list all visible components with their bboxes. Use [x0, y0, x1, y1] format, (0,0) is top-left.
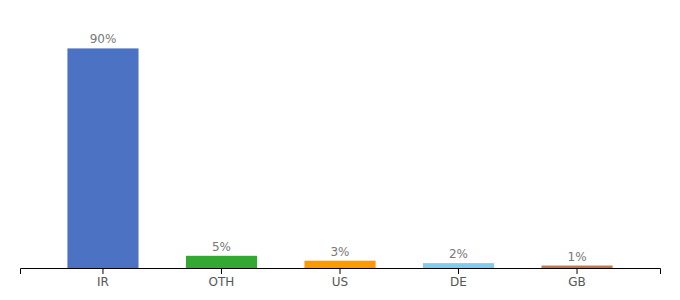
x-tick-mark [102, 268, 103, 274]
x-tick-mark [458, 268, 459, 274]
x-tick-mark [340, 268, 341, 274]
bar [186, 256, 257, 268]
data-label: 90% [90, 32, 117, 46]
x-axis-line [21, 269, 661, 275]
bar [423, 263, 494, 268]
x-tick: US [332, 268, 348, 289]
bar [304, 261, 375, 268]
x-tick: OTH [209, 268, 235, 289]
data-label: 5% [212, 240, 231, 254]
x-tick-mark [221, 268, 222, 274]
x-tick-label: OTH [209, 275, 235, 289]
bar [541, 266, 612, 268]
data-label: 1% [568, 250, 587, 264]
data-label: 2% [449, 247, 468, 261]
x-tick-mark [577, 268, 578, 274]
x-tick-label: IR [97, 275, 109, 289]
x-tick-label: GB [568, 275, 586, 289]
bar [67, 48, 138, 268]
x-tick: DE [450, 268, 467, 289]
x-tick-label: DE [450, 275, 467, 289]
data-label: 3% [330, 245, 349, 259]
chart-svg: IR OTH US DE GB 90% 5% 3% 2% 1% [0, 0, 680, 300]
x-tick-label: US [332, 275, 348, 289]
chart-container: IR OTH US DE GB 90% 5% 3% 2% 1% [0, 0, 680, 300]
x-axis: IR OTH US DE GB [21, 268, 661, 289]
data-labels: 90% 5% 3% 2% 1% [90, 32, 587, 263]
plot-area: IR OTH US DE GB 90% 5% 3% 2% 1% [21, 32, 661, 288]
x-tick: GB [568, 268, 586, 289]
bars [67, 48, 612, 268]
x-tick: IR [97, 268, 109, 289]
